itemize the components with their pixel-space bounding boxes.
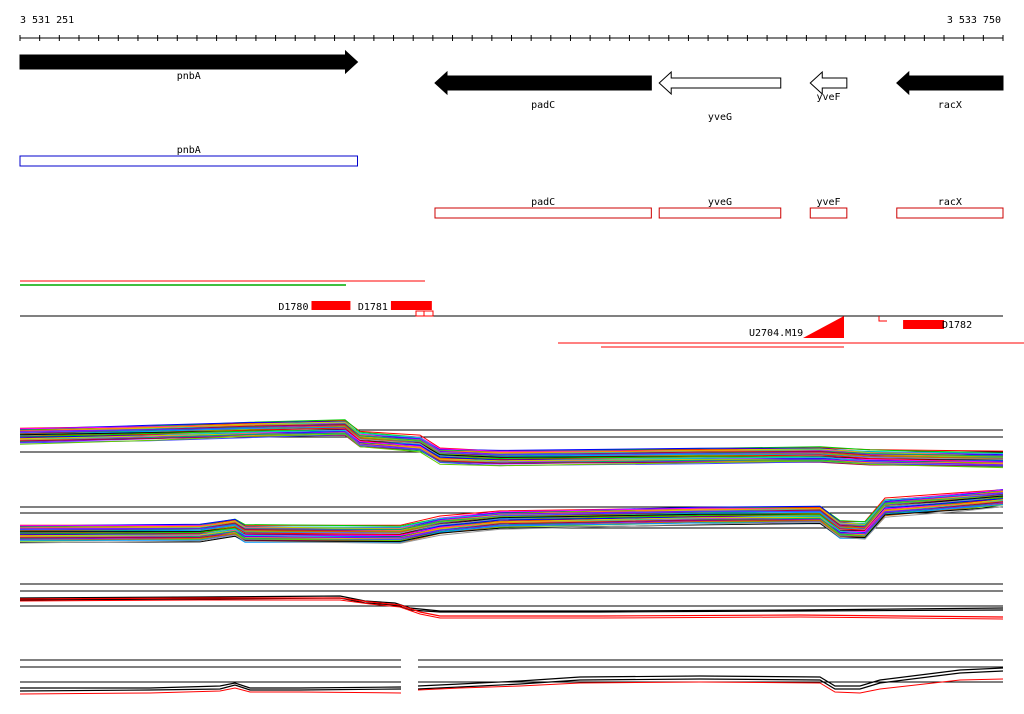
feature-small-box (415, 310, 425, 317)
profile-panel-3 (19, 583, 1004, 620)
profile-trace (19, 424, 1004, 459)
annotation-label-pnbA: pnbA (177, 145, 201, 156)
ruler-end-label: 3 533 750 (947, 15, 1001, 26)
gene-label-pnbA: pnbA (177, 71, 201, 82)
annotation-box-yveF[interactable] (809, 207, 848, 219)
feature-small-box (423, 310, 434, 317)
profile-line-black (417, 667, 1004, 687)
feature-block-D1781[interactable] (390, 301, 432, 310)
profile-trace (19, 429, 1004, 465)
gene-label-yveF: yveF (816, 92, 840, 103)
profile-line-black (19, 684, 402, 692)
profile-line-red (417, 678, 1004, 694)
annotation-box-yveG[interactable] (658, 207, 782, 219)
gene-arrow-padC[interactable] (434, 70, 652, 96)
feature-block-D1780[interactable] (311, 301, 351, 310)
profile-line-black (20, 682, 402, 689)
profile-panel-4 (19, 659, 1004, 695)
ruler-start-label: 3 531 251 (20, 15, 74, 26)
profile-panel-1 (19, 419, 1004, 469)
annotation-label-yveF: yveF (816, 197, 840, 208)
gene-arrow-pnbA[interactable] (19, 49, 359, 75)
annotation-box-padC[interactable] (434, 207, 652, 219)
feature-label-D1780: D1780 (278, 302, 308, 313)
profile-trace (19, 433, 1004, 469)
annotation-label-racX: racX (938, 197, 962, 208)
profile-line-red (19, 597, 1004, 618)
annotation-box-racX[interactable] (896, 207, 1004, 219)
profile-trace (19, 419, 1004, 452)
marker-triangle[interactable] (803, 316, 844, 338)
annotation-box-pnbA[interactable] (19, 155, 359, 167)
feature-label-D1781: D1781 (358, 302, 388, 313)
gene-arrow-racX[interactable] (896, 70, 1004, 96)
gene-arrow-yveF[interactable] (809, 70, 848, 96)
gene-label-padC: padC (531, 100, 555, 111)
ruler-ticks (19, 35, 1004, 41)
feature-tick (878, 316, 887, 322)
profile-line-red (19, 687, 402, 695)
profile-trace (19, 506, 1004, 544)
annotation-label-yveG: yveG (708, 197, 732, 208)
position-ruler: 3 531 251 3 533 750 (19, 15, 1004, 41)
feature-label-D1782: D1782 (942, 320, 972, 331)
feature-block-D1782[interactable] (903, 320, 944, 329)
profile-trace (19, 501, 1004, 539)
annotation-label-padC: padC (531, 197, 555, 208)
feature-track: D1780 D1781 D1782 U2704.M19 (20, 280, 1024, 348)
profile-trace (19, 495, 1004, 533)
gene-arrow-yveG[interactable] (658, 70, 782, 96)
gene-arrow-track: pnbA padC yveG yveF racX (19, 49, 1004, 123)
gene-label-racX: racX (938, 100, 962, 111)
profile-trace (19, 433, 1004, 467)
marker-label: U2704.M19 (749, 328, 803, 339)
annotation-box-track: pnbA padC yveG yveF racX (19, 145, 1004, 219)
profile-line-black (417, 670, 1004, 690)
profile-line-red (19, 599, 1004, 620)
profile-panel-2 (19, 489, 1004, 544)
gene-label-yveG: yveG (708, 112, 732, 123)
